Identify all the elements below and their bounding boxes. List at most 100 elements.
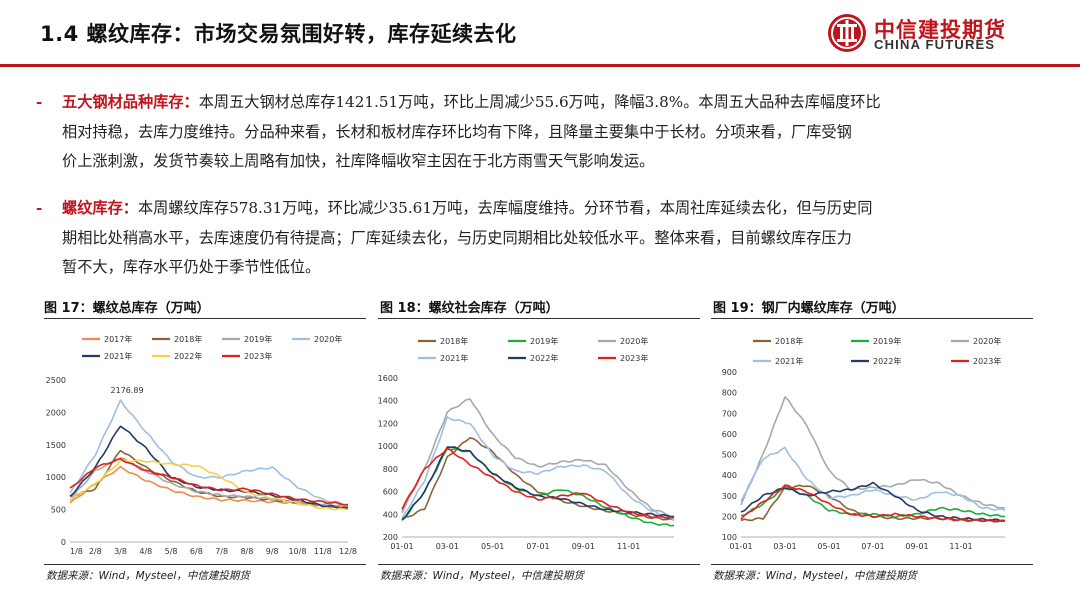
figure-19-title: 图 19：钢厂内螺纹库存（万吨）: [713, 301, 905, 316]
legend-label: 2019年: [530, 336, 558, 346]
y-tick-label: 1200: [378, 419, 398, 428]
figure-18-bottom-rule: [378, 564, 700, 565]
legend-label: 2022年: [873, 356, 901, 366]
y-tick-label: 100: [722, 533, 737, 542]
series-line-2018年: [69, 449, 349, 509]
y-tick-label: 400: [722, 471, 737, 480]
x-tick-label: 07-01: [526, 542, 549, 551]
figure-19-top-rule: [711, 318, 1033, 319]
x-tick-label: 09-01: [905, 542, 928, 551]
legend-label: 2018年: [775, 336, 803, 346]
x-tick-label: 1/8: [70, 547, 83, 556]
series-line-2018年: [401, 437, 675, 521]
legend-label: 2019年: [244, 334, 272, 344]
series-line-2023年: [69, 457, 349, 506]
paragraph-keyword: 五大钢材品种库存：: [62, 93, 199, 111]
x-tick-label: 11-01: [617, 542, 640, 551]
x-tick-label: 5/8: [165, 547, 178, 556]
x-tick-label: 12/8: [339, 547, 357, 556]
y-tick-label: 600: [722, 430, 737, 439]
x-tick-label: 7/8: [215, 547, 228, 556]
y-tick-label: 2500: [46, 376, 66, 385]
bullet-dash: -: [36, 93, 43, 111]
x-tick-label: 9/8: [266, 547, 279, 556]
y-tick-label: 600: [383, 488, 398, 497]
figure-18-source: 数据来源：Wind，Mysteel，中信建投期货: [380, 570, 584, 582]
peak-annotation: 2176.89: [111, 386, 144, 395]
series-line-2021年: [401, 416, 675, 521]
series-line-2021年: [740, 446, 1006, 511]
logo-text-en: CHINA FUTURES: [874, 37, 996, 52]
legend-label: 2018年: [174, 334, 202, 344]
paragraph-line: 本周五大钢材总库存1421.51万吨，环比上周减少55.6万吨，降幅3.8%。本…: [198, 93, 881, 111]
legend-label: 2019年: [873, 336, 901, 346]
y-tick-label: 1600: [378, 374, 398, 383]
paragraph-steel-inventory: - 五大钢材品种库存：本周五大钢材总库存1421.51万吨，环比上周减少55.6…: [36, 88, 1022, 177]
x-tick-label: 2/8: [89, 547, 102, 556]
paragraph-line: 期相比处稍高水平，去库速度仍有待提高；厂库延续去化，与历史同期相比处较低水平。整…: [62, 228, 852, 247]
y-tick-label: 200: [722, 512, 737, 521]
series-line-2020年: [740, 396, 1006, 509]
series-line-2019年: [401, 448, 675, 527]
series-line-2020年: [69, 399, 349, 506]
figure-17-title: 图 17：螺纹总库存（万吨）: [44, 301, 210, 316]
paragraph-line: 暂不大，库存水平仍处于季节性低位。: [62, 258, 321, 276]
header-divider: [0, 64, 1080, 67]
series-line-2021年: [69, 425, 349, 510]
legend-label: 2021年: [104, 351, 132, 361]
legend-label: 2017年: [104, 334, 132, 344]
series-line-2022年: [401, 446, 675, 521]
legend-label: 2018年: [440, 336, 468, 346]
y-tick-label: 2000: [46, 408, 66, 417]
x-tick-label: 10/8: [288, 547, 306, 556]
figure-17-source: 数据来源：Wind，Mysteel，中信建投期货: [46, 570, 250, 582]
legend-label: 2021年: [440, 353, 468, 363]
chart-rebar-mill-inventory: 2018年 2019年 2020年 2021年 2022年 2023年 100 200 300 4…: [722, 336, 1006, 551]
series-line-2022年: [69, 459, 349, 511]
paragraph-keyword: 螺纹库存：: [62, 199, 138, 217]
figure-18-title: 图 18：螺纹社会库存（万吨）: [380, 301, 559, 316]
series-line-2020年: [401, 398, 675, 518]
x-tick-label: 09-01: [572, 542, 595, 551]
x-tick-label: 03-01: [773, 542, 796, 551]
x-tick-label: 05-01: [817, 542, 840, 551]
series-line-2022年: [740, 481, 1006, 522]
x-tick-label: 8/8: [240, 547, 253, 556]
y-tick-label: 400: [383, 510, 398, 519]
y-tick-label: 1500: [46, 441, 66, 450]
figure-19-bottom-rule: [711, 564, 1033, 565]
y-tick-label: 1400: [378, 397, 398, 406]
paragraph-line: 相对持稳，去库力度维持。分品种来看，长材和板材库存环比均有下降，且降量主要集中于…: [62, 122, 852, 141]
y-tick-label: 500: [51, 506, 66, 515]
x-tick-label: 3/8: [114, 547, 127, 556]
x-tick-label: 01-01: [390, 542, 413, 551]
y-tick-label: 800: [383, 465, 398, 474]
legend-label: 2020年: [314, 334, 342, 344]
legend-label: 2023年: [973, 356, 1001, 366]
y-tick-label: 1000: [378, 442, 398, 451]
page-title: 1.4 螺纹库存：市场交易氛围好转，库存延续去化: [40, 22, 517, 46]
y-tick-label: 700: [722, 409, 737, 418]
series-line-2023年: [740, 484, 1006, 523]
logo-emblem-icon: [828, 14, 866, 52]
y-tick-label: 200: [383, 533, 398, 542]
x-tick-label: 05-01: [481, 542, 504, 551]
paragraph-rebar-inventory: - 螺纹库存：本周螺纹库存578.31万吨，环比减少35.61万吨，去库幅度维持…: [36, 194, 1022, 283]
x-tick-label: 07-01: [861, 542, 884, 551]
x-tick-label: 4/8: [139, 547, 152, 556]
series-line-2023年: [401, 447, 675, 520]
logo: 中信建投期货 CHINA FUTURES: [826, 12, 1026, 58]
paragraph-line: 本周螺纹库存578.31万吨，环比减少35.61万吨，去库幅度维持。分环节看，本…: [137, 199, 873, 217]
legend-label: 2022年: [530, 353, 558, 363]
logo-text-cn: 中信建投期货: [874, 18, 1006, 42]
paragraph-line: 价上涨刺激，发货节奏较上周略有加快，社库降幅收窄主因在于北方雨雪天气影响发运。: [62, 152, 655, 170]
y-tick-label: 500: [722, 451, 737, 460]
figure-17-bottom-rule: [44, 564, 366, 565]
legend-label: 2020年: [973, 336, 1001, 346]
legend-label: 2020年: [620, 336, 648, 346]
legend-label: 2023年: [620, 353, 648, 363]
chart-rebar-total-inventory: 2017年 2018年 2019年 2020年 2021年 2022年 2023年 0 500 1…: [46, 334, 357, 556]
series-line-2019年: [69, 457, 349, 507]
chart-rebar-social-inventory: 2018年 2019年 2020年 2021年 2022年 2023年 200 400 600 8…: [378, 336, 675, 551]
x-tick-label: 03-01: [436, 542, 459, 551]
